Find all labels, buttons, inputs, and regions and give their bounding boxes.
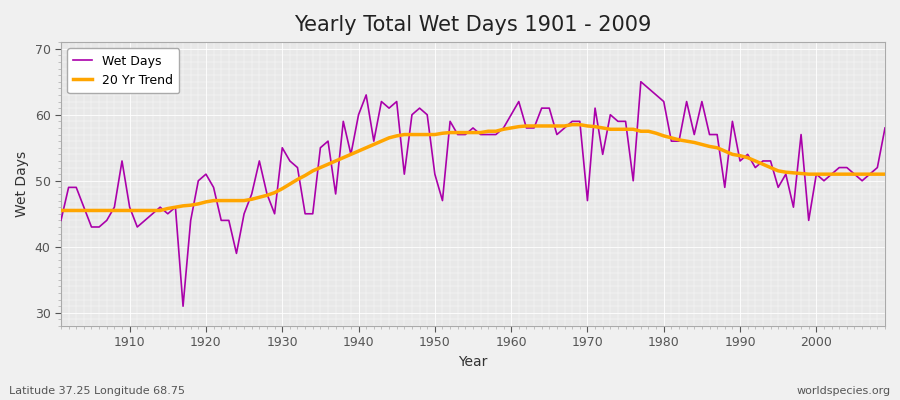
Wet Days bbox=[117, 158, 128, 163]
Legend: Wet Days, 20 Yr Trend: Wet Days, 20 Yr Trend bbox=[68, 48, 179, 93]
Y-axis label: Wet Days: Wet Days bbox=[15, 151, 29, 217]
Text: worldspecies.org: worldspecies.org bbox=[796, 386, 891, 396]
Wet Days bbox=[292, 165, 303, 170]
Wet Days bbox=[56, 218, 67, 223]
20 Yr Trend bbox=[605, 127, 616, 132]
Wet Days bbox=[513, 99, 524, 104]
20 Yr Trend bbox=[117, 208, 128, 213]
20 Yr Trend bbox=[56, 208, 67, 213]
Wet Days bbox=[338, 119, 348, 124]
Wet Days bbox=[635, 79, 646, 84]
Wet Days bbox=[879, 126, 890, 130]
Text: Latitude 37.25 Longitude 68.75: Latitude 37.25 Longitude 68.75 bbox=[9, 386, 185, 396]
Wet Days bbox=[177, 304, 188, 309]
X-axis label: Year: Year bbox=[458, 355, 488, 369]
Title: Yearly Total Wet Days 1901 - 2009: Yearly Total Wet Days 1901 - 2009 bbox=[294, 15, 652, 35]
20 Yr Trend bbox=[284, 182, 295, 186]
20 Yr Trend bbox=[330, 158, 341, 163]
20 Yr Trend bbox=[506, 126, 517, 130]
Line: Wet Days: Wet Days bbox=[61, 82, 885, 306]
Wet Days bbox=[605, 112, 616, 117]
20 Yr Trend bbox=[498, 127, 508, 132]
Line: 20 Yr Trend: 20 Yr Trend bbox=[61, 125, 885, 210]
20 Yr Trend bbox=[567, 122, 578, 127]
Wet Days bbox=[506, 112, 517, 117]
20 Yr Trend bbox=[879, 172, 890, 176]
